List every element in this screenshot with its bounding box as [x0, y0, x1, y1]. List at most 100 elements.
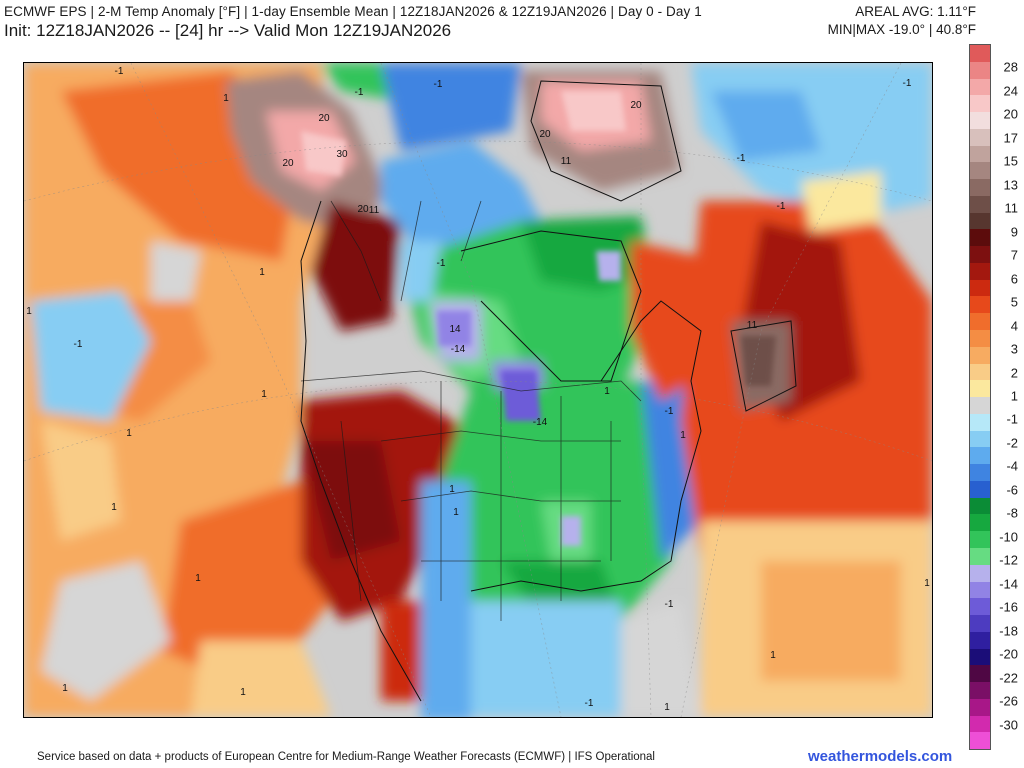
- legend-swatch: [970, 246, 990, 263]
- legend-swatch: [970, 179, 990, 196]
- areal-average: AREAL AVG: 1.11°F: [855, 4, 976, 19]
- contour-label: 1: [770, 650, 776, 661]
- contour-label: 11: [369, 205, 380, 216]
- contour-label: -1: [115, 66, 124, 77]
- legend-swatch: [970, 732, 990, 750]
- contour-label: 11: [561, 156, 572, 167]
- legend-swatch: [970, 128, 990, 146]
- legend-tick-label: 9: [1010, 224, 1018, 240]
- contour-label: -14: [451, 344, 466, 355]
- legend-tick-label: -1: [1006, 411, 1018, 427]
- contour-label: -1: [355, 87, 364, 98]
- contour-label: 1: [26, 306, 32, 317]
- contour-label: 20: [539, 129, 551, 140]
- legend-tick-label: -12: [999, 552, 1018, 568]
- legend-swatch: [970, 615, 990, 632]
- legend-tick-label: 7: [1010, 247, 1018, 263]
- contour-label: 1: [261, 389, 267, 400]
- legend-tick-label: 5: [1010, 294, 1018, 310]
- legend-swatch: [970, 212, 990, 230]
- contour-label: -1: [585, 698, 594, 709]
- legend-swatch: [970, 262, 990, 280]
- contour-label: 20: [357, 204, 369, 215]
- legend-swatch: [970, 363, 990, 381]
- legend-swatch: [970, 598, 990, 616]
- legend-tick-label: 20: [1003, 106, 1018, 122]
- contour-label: -14: [533, 417, 548, 428]
- legend-swatch: [970, 229, 990, 247]
- legend-tick-label: -30: [999, 717, 1018, 733]
- legend-tick-label: 2: [1010, 365, 1018, 381]
- legend-swatch: [970, 581, 990, 599]
- contour-label: 1: [259, 267, 265, 278]
- legend-swatch: [970, 78, 990, 96]
- legend-swatch: [970, 480, 990, 498]
- min-max-readout: MIN|MAX -19.0° | 40.8°F: [827, 22, 976, 37]
- legend-swatch: [970, 665, 990, 683]
- contour-label: 1: [449, 484, 455, 495]
- legend-tick-label: -18: [999, 623, 1018, 639]
- contour-label: 30: [336, 149, 348, 160]
- legend-tick-label: -20: [999, 646, 1018, 662]
- legend-swatch: [970, 447, 990, 465]
- contour-label: 11: [747, 320, 758, 331]
- legend-swatch: [970, 682, 990, 699]
- contour-label: 1: [604, 386, 610, 397]
- contour-label: 1: [126, 428, 132, 439]
- legend-tick-label: 4: [1010, 318, 1018, 334]
- legend-swatch: [970, 380, 990, 398]
- coastlines: [300, 80, 797, 702]
- legend-swatch: [970, 162, 990, 180]
- contour-label: -1: [434, 79, 443, 90]
- temperature-anomaly-map: -1 -1 1 20 30 20 20 11 -1 20 20 11 -1 -1 -1 -1 11 14 -14 -1…: [23, 62, 933, 718]
- legend-tick-label: -14: [999, 576, 1018, 592]
- legend-tick-label: -22: [999, 670, 1018, 686]
- legend-swatch: [970, 547, 990, 565]
- legend-tick-label: -10: [999, 529, 1018, 545]
- contour-label: -1: [74, 339, 83, 350]
- init-valid-line: Init: 12Z18JAN2026 -- [24] hr --> Valid …: [4, 21, 452, 40]
- contour-label: 1: [62, 683, 68, 694]
- contour-label: 1: [680, 430, 686, 441]
- legend-swatch: [970, 397, 990, 414]
- legend-tick-label: 6: [1010, 271, 1018, 287]
- color-scale-tick-labels: 28 24 20 17 15 13 11 9 7 6 5 4 3 2 1 -1 -2 -4 -6 -8 -10 -12 -1…: [992, 44, 1024, 748]
- legend-tick-label: -2: [1006, 435, 1018, 451]
- legend-swatch: [970, 497, 990, 515]
- legend-tick-label: 24: [1003, 83, 1018, 99]
- legend-tick-label: 11: [1004, 200, 1019, 216]
- legend-swatch: [970, 330, 990, 347]
- contour-label: -1: [777, 201, 786, 212]
- legend-swatch: [970, 61, 990, 79]
- legend-swatch: [970, 145, 990, 163]
- legend-swatch: [970, 313, 990, 331]
- graticule: [24, 63, 932, 717]
- legend-tick-label: 15: [1003, 153, 1018, 169]
- brand-link[interactable]: weathermodels.com: [808, 748, 953, 765]
- legend-swatch: [970, 112, 990, 129]
- legend-swatch: [970, 95, 990, 113]
- legend-tick-label: 13: [1003, 177, 1018, 193]
- legend-tick-label: -16: [999, 599, 1018, 615]
- anomaly-details: [301, 91, 776, 546]
- anomaly-field: [24, 63, 932, 717]
- legend-swatch: [970, 715, 990, 733]
- legend-tick-label: 3: [1010, 341, 1018, 357]
- map-title: ECMWF EPS | 2-M Temp Anomaly [°F] | 1-da…: [4, 4, 702, 19]
- legend-tick-label: -4: [1006, 458, 1018, 474]
- contour-label: 1: [111, 502, 117, 513]
- legend-swatch: [970, 514, 990, 532]
- legend-swatch: [970, 531, 990, 548]
- legend-swatch: [970, 464, 990, 481]
- legend-tick-label: 17: [1003, 130, 1018, 146]
- legend-swatch: [970, 279, 990, 297]
- legend-swatch: [970, 45, 990, 62]
- color-scale-legend: [969, 44, 991, 750]
- legend-swatch: [970, 564, 990, 582]
- legend-swatch: [970, 698, 990, 716]
- legend-swatch: [970, 430, 990, 448]
- legend-swatch: [970, 346, 990, 364]
- contour-label: -1: [903, 78, 912, 89]
- legend-tick-label: 1: [1010, 388, 1018, 404]
